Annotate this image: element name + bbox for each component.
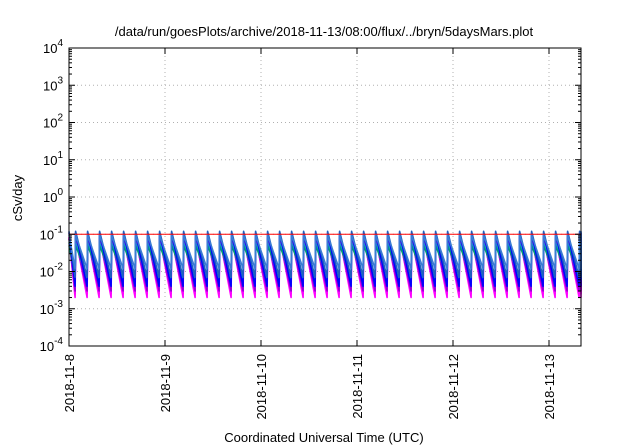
y-tick-label-base: 10	[40, 265, 54, 280]
x-axis-label: Coordinated Universal Time (UTC)	[224, 430, 423, 445]
y-tick-label: 103	[43, 75, 63, 93]
y-tick-label-exponent: -3	[54, 299, 63, 310]
y-tick-label-base: 10	[43, 116, 57, 131]
y-tick-label-exponent: 3	[57, 75, 63, 86]
y-tick-label: 101	[43, 150, 63, 168]
chart-title: /data/run/goesPlots/archive/2018-11-13/0…	[115, 24, 534, 39]
y-tick-label: 10-1	[40, 224, 64, 242]
y-tick-label-base: 10	[43, 153, 57, 168]
y-tick-label-exponent: -2	[54, 262, 63, 273]
y-tick-label: 10-3	[40, 299, 64, 317]
y-axis-label: cSv/day	[10, 174, 25, 221]
y-tick-label-base: 10	[43, 78, 57, 93]
series-line	[68, 234, 582, 270]
x-axis: 2018-11-8 2018-11-9 2018-11-10 2018-11-11 20…	[62, 48, 557, 420]
y-tick-label: 104	[43, 38, 63, 56]
x-tick-label: 2018-11-13	[542, 354, 557, 420]
y-tick-label-exponent: 1	[57, 150, 63, 161]
y-tick-label-exponent: -4	[54, 336, 63, 347]
x-tick-label: 2018-11-11	[350, 354, 365, 419]
plot-area	[68, 230, 582, 299]
y-tick-label-base: 10	[40, 339, 54, 354]
y-tick-label-base: 10	[43, 41, 57, 56]
plot-frame	[68, 47, 582, 347]
y-tick-label-exponent: -1	[54, 224, 63, 235]
y-tick-label-exponent: 4	[57, 38, 63, 49]
y-tick-label-exponent: 0	[57, 187, 63, 198]
y-tick-label-base: 10	[40, 227, 54, 242]
y-tick-label: 102	[43, 113, 63, 131]
y-tick-label: 10-4	[40, 336, 64, 354]
y-tick-label-exponent: 2	[57, 113, 63, 124]
y-tick-label-base: 10	[40, 302, 54, 317]
y-tick-label-base: 10	[43, 190, 57, 205]
y-tick-label: 10-2	[40, 262, 64, 280]
x-tick-label: 2018-11-10	[254, 354, 269, 420]
x-tick-label: 2018-11-8	[62, 354, 77, 412]
x-tick-label: 2018-11-12	[446, 354, 461, 420]
x-tick-label: 2018-11-9	[158, 354, 173, 412]
y-tick-label: 100	[43, 187, 63, 205]
